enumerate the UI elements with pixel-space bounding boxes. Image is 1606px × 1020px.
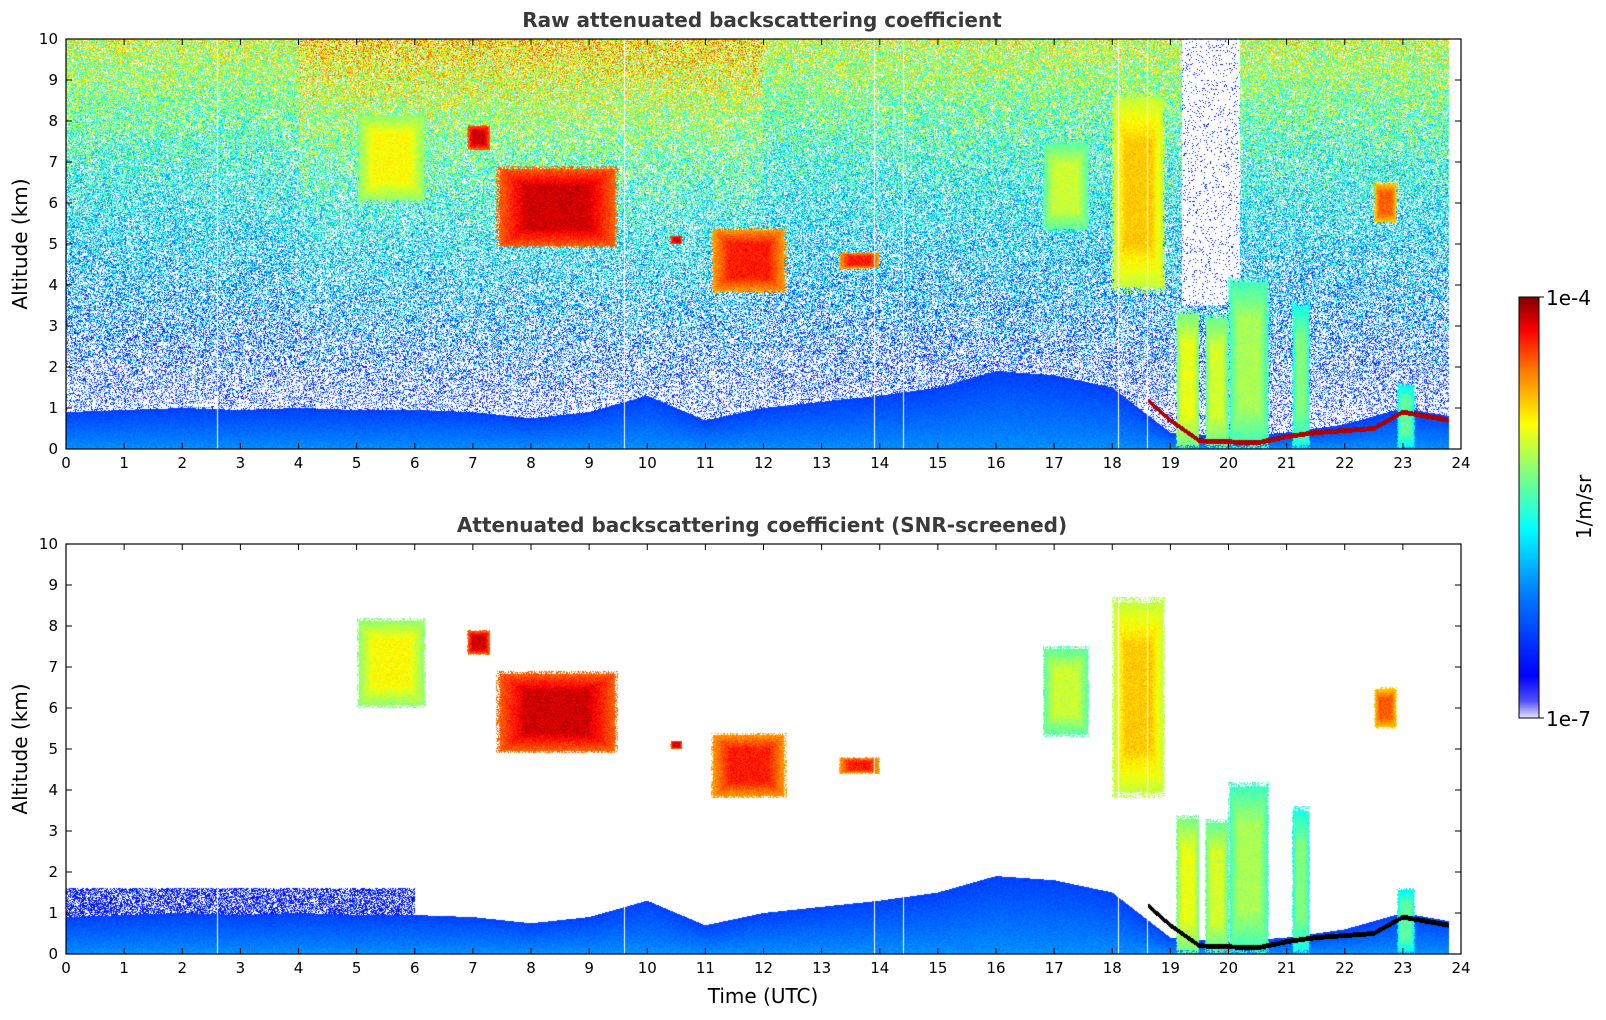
x-tick-label: 5	[352, 454, 362, 472]
y-tick-label: 5	[48, 740, 58, 758]
x-tick-label: 12	[754, 959, 773, 977]
x-tick-label: 1	[119, 454, 129, 472]
x-tick-label: 4	[294, 959, 304, 977]
y-tick-label: 6	[48, 699, 58, 717]
x-tick-label: 1	[119, 959, 129, 977]
screened-panel: Attenuated backscattering coefficient (S…	[8, 513, 1471, 1008]
y-tick-label: 1	[48, 904, 58, 922]
raw-heatmap	[66, 39, 1461, 449]
x-tick-label: 16	[986, 454, 1005, 472]
x-tick-label: 21	[1277, 959, 1296, 977]
x-tick-label: 19	[1161, 959, 1180, 977]
x-tick-label: 8	[526, 454, 536, 472]
x-tick-label: 3	[236, 454, 246, 472]
colorbar-min-label: 1e-7	[1546, 707, 1591, 731]
y-tick-label: 0	[48, 440, 58, 458]
y-tick-label: 10	[39, 535, 58, 553]
x-tick-label: 2	[177, 454, 187, 472]
xlabel: Time (UTC)	[707, 984, 819, 1008]
y-tick-label: 8	[48, 617, 58, 635]
x-tick-label: 13	[812, 959, 831, 977]
x-tick-label: 3	[236, 959, 246, 977]
y-tick-label: 4	[48, 276, 58, 294]
colorbar-max-label: 1e-4	[1546, 286, 1591, 310]
x-tick-label: 14	[870, 959, 889, 977]
screened-heatmap	[66, 544, 1461, 954]
x-tick-label: 13	[812, 454, 831, 472]
x-tick-label: 10	[638, 959, 657, 977]
x-tick-label: 24	[1451, 959, 1470, 977]
y-tick-label: 1	[48, 399, 58, 417]
x-tick-label: 17	[1045, 454, 1064, 472]
x-tick-label: 9	[584, 454, 594, 472]
colorbar-gradient	[1518, 296, 1540, 719]
x-tick-label: 14	[870, 454, 889, 472]
x-tick-label: 7	[468, 959, 478, 977]
y-tick-label: 6	[48, 194, 58, 212]
y-tick-label: 9	[48, 71, 58, 89]
x-tick-label: 4	[294, 454, 304, 472]
x-tick-label: 0	[61, 959, 71, 977]
x-tick-label: 15	[928, 959, 947, 977]
x-tick-label: 20	[1219, 959, 1238, 977]
x-tick-label: 11	[696, 959, 715, 977]
colorbar-units-label: 1/m/sr	[1572, 474, 1596, 539]
x-tick-label: 18	[1103, 454, 1122, 472]
screened-ylabel: Altitude (km)	[8, 683, 32, 814]
x-tick-label: 22	[1335, 959, 1354, 977]
y-tick-label: 2	[48, 358, 58, 376]
x-tick-label: 12	[754, 454, 773, 472]
x-tick-label: 24	[1451, 454, 1470, 472]
x-tick-label: 21	[1277, 454, 1296, 472]
screened-axes: 0 1 2 3 4 5 6 7 8 9 10 11 12 13 14 15 16 17 18 19 20 21 22 23 24…	[39, 535, 1471, 977]
y-tick-label: 0	[48, 945, 58, 963]
x-tick-label: 23	[1393, 959, 1412, 977]
raw-panel: Raw attenuated backscattering coefficien…	[8, 8, 1471, 472]
x-tick-label: 15	[928, 454, 947, 472]
x-tick-label: 20	[1219, 454, 1238, 472]
x-tick-label: 5	[352, 959, 362, 977]
x-tick-label: 19	[1161, 454, 1180, 472]
y-tick-label: 3	[48, 317, 58, 335]
y-tick-label: 4	[48, 781, 58, 799]
y-tick-label: 9	[48, 576, 58, 594]
x-tick-label: 0	[61, 454, 71, 472]
colorbar: 1e-4 1e-7 1/m/sr	[1518, 286, 1596, 731]
x-tick-label: 16	[986, 959, 1005, 977]
x-tick-label: 2	[177, 959, 187, 977]
x-tick-label: 18	[1103, 959, 1122, 977]
x-tick-label: 7	[468, 454, 478, 472]
x-tick-label: 8	[526, 959, 536, 977]
y-tick-label: 7	[48, 153, 58, 171]
y-tick-label: 2	[48, 863, 58, 881]
x-tick-label: 6	[410, 454, 420, 472]
y-tick-label: 5	[48, 235, 58, 253]
y-tick-label: 10	[39, 30, 58, 48]
raw-ylabel: Altitude (km)	[8, 178, 32, 309]
raw-panel-title: Raw attenuated backscattering coefficien…	[522, 8, 1002, 32]
y-tick-label: 7	[48, 658, 58, 676]
x-tick-label: 22	[1335, 454, 1354, 472]
x-tick-label: 9	[584, 959, 594, 977]
x-tick-label: 6	[410, 959, 420, 977]
y-tick-label: 3	[48, 822, 58, 840]
raw-axes: 0 1 2 3 4 5 6 7 8 9 10 11 12 13 14 15 16 17 18 19 20 21 22 23 24…	[39, 30, 1471, 472]
x-tick-label: 11	[696, 454, 715, 472]
x-tick-label: 10	[638, 454, 657, 472]
x-tick-label: 17	[1045, 959, 1064, 977]
y-tick-label: 8	[48, 112, 58, 130]
x-tick-label: 23	[1393, 454, 1412, 472]
screened-panel-title: Attenuated backscattering coefficient (S…	[457, 513, 1067, 537]
